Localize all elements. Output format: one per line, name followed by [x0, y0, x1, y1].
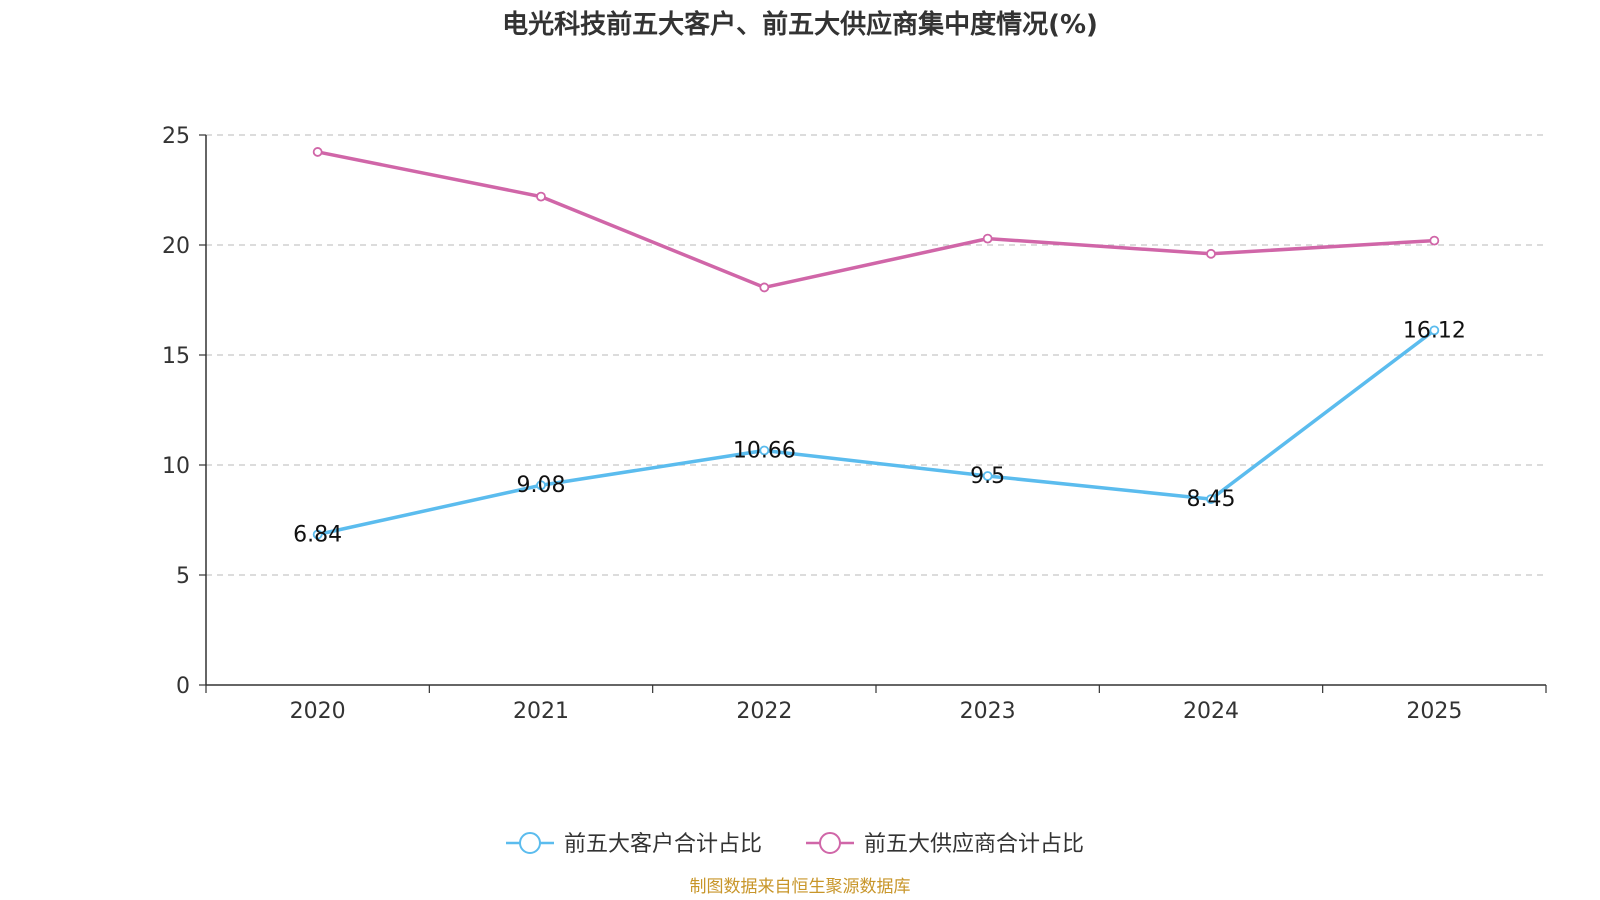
legend-label-0: 前五大客户合计占比 [564, 832, 762, 857]
y-tick-label-0: 0 [176, 674, 190, 699]
series-1-point-2025[interactable] [1429, 235, 1440, 246]
series-1-point-2023[interactable] [982, 233, 993, 244]
series-line-1 [317, 150, 1435, 290]
y-tick-label-5: 5 [176, 564, 190, 589]
x-tick-label-2022: 2022 [736, 699, 792, 724]
y-tick-label-25: 25 [162, 124, 190, 149]
series-1-point-2021[interactable] [536, 191, 546, 202]
data-label-0-2022: 10.66 [733, 438, 796, 463]
grid-lines [206, 134, 1546, 576]
data-label-0-2021: 9.08 [517, 473, 566, 498]
x-tick-label-2020: 2020 [290, 699, 346, 724]
data-label-0-2023: 9.5 [970, 464, 1005, 489]
series-0-point-2022[interactable] [759, 445, 770, 456]
legend[interactable]: 前五大客户合计占比 前五大供应商合计占比 [506, 832, 1084, 857]
data-label-0-2025: 16.12 [1403, 318, 1466, 343]
legend-item-0[interactable]: 前五大客户合计占比 [506, 832, 762, 857]
series-1-point-2022[interactable] [759, 282, 770, 293]
x-tick-label-2025: 2025 [1406, 699, 1462, 724]
legend-marker-0 [519, 832, 541, 854]
x-tick-label-2024: 2024 [1183, 699, 1239, 724]
legend-item-1[interactable]: 前五大供应商合计占比 [806, 832, 1084, 857]
series-0-point-2020[interactable] [312, 529, 323, 540]
x-tick-label-2021: 2021 [513, 699, 569, 724]
x-tick-label-2023: 2023 [960, 699, 1016, 724]
data-label-0-2024: 8.45 [1187, 487, 1236, 512]
series-0-point-2024[interactable] [1206, 494, 1216, 505]
legend-marker-1 [819, 832, 841, 854]
series-0-point-2025[interactable] [1429, 325, 1440, 336]
y-tick-label-20: 20 [162, 234, 190, 259]
series-0-point-2023[interactable] [982, 471, 993, 481]
series-0-point-2021[interactable] [536, 480, 546, 491]
y-tick-label-10: 10 [162, 454, 190, 479]
series-1-point-2024[interactable] [1206, 248, 1216, 259]
legend-label-1: 前五大供应商合计占比 [864, 832, 1084, 857]
chart-title: 电光科技前五大客户、前五大供应商集中度情况(%) [502, 9, 1098, 40]
series-1-point-2020[interactable] [312, 147, 323, 157]
series-line-0 [317, 328, 1436, 537]
source-note: 制图数据来自恒生聚源数据库 [690, 877, 911, 897]
series-layer [312, 147, 1440, 540]
y-tick-label-15: 15 [162, 344, 190, 369]
data-labels: 6.84 9.08 10.66 9.5 8.45 16.12 [293, 318, 1466, 547]
data-label-0-2020: 6.84 [293, 523, 342, 548]
